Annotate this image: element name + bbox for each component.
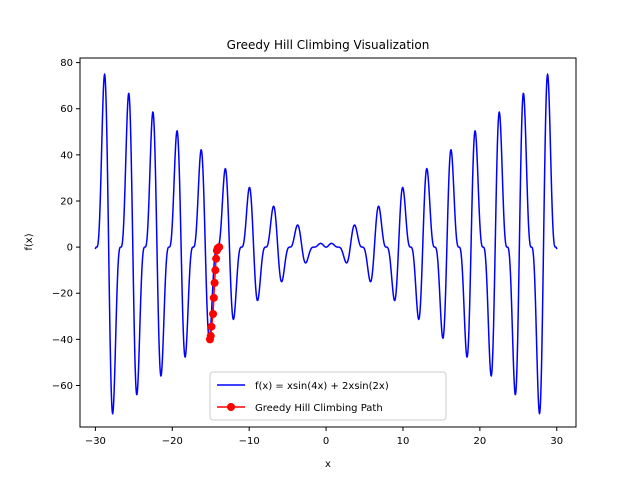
x-tick-label: −10 <box>239 436 260 447</box>
chart-title: Greedy Hill Climbing Visualization <box>227 38 430 52</box>
y-tick-label: 20 <box>60 196 73 207</box>
series-function-line <box>94 72 558 415</box>
path-point <box>211 266 220 275</box>
y-tick-label: 80 <box>60 58 73 69</box>
path-point <box>209 309 218 318</box>
x-tick-label: 20 <box>474 436 487 447</box>
y-tick-label: 40 <box>60 150 73 161</box>
plot-frame <box>79 57 577 428</box>
y-tick-label: −20 <box>52 289 73 300</box>
path-point <box>205 335 214 344</box>
path-point <box>209 293 218 302</box>
path-point <box>210 278 219 287</box>
path-point <box>212 246 221 255</box>
x-axis-label: x <box>325 459 331 470</box>
path-point <box>207 322 216 331</box>
legend-label-function: f(x) = xsin(4x) + 2xsin(2x) <box>255 381 389 392</box>
y-tick-label: 0 <box>67 243 73 254</box>
legend: f(x) = xsin(4x) + 2xsin(2x) Greedy Hill C… <box>209 371 447 421</box>
x-tick-label: 0 <box>323 436 329 447</box>
y-tick-label: 60 <box>60 104 73 115</box>
x-tick-label: 10 <box>397 436 410 447</box>
y-axis-label: f(x) <box>24 233 35 250</box>
y-tick-label: −60 <box>52 381 73 392</box>
plot-content <box>94 72 558 415</box>
x-tick-label: 30 <box>550 436 563 447</box>
y-tick-label: −40 <box>52 335 73 346</box>
y-axis: −60 −40 −20 0 20 40 60 80 <box>52 58 80 392</box>
path-point <box>212 254 221 263</box>
legend-label-path: Greedy Hill Climbing Path <box>255 403 383 414</box>
x-tick-label: −30 <box>85 436 106 447</box>
legend-marker-path <box>227 403 235 411</box>
x-axis: −30 −20 −10 0 10 20 30 <box>85 427 563 447</box>
legend-box <box>209 371 447 421</box>
x-tick-label: −20 <box>162 436 183 447</box>
